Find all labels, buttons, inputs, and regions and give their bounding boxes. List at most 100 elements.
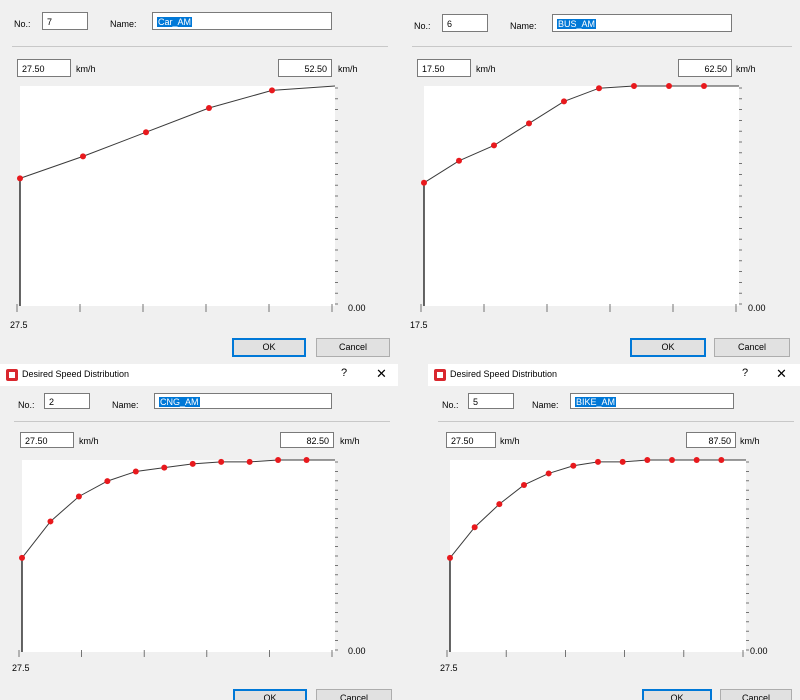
separator: [14, 421, 390, 422]
distribution-curve: [19, 85, 336, 179]
help-icon[interactable]: ?: [742, 367, 749, 379]
min-unit-label: km/h: [500, 436, 520, 446]
name-label: Name:: [532, 400, 559, 410]
min-speed-field[interactable]: 27.50: [17, 59, 71, 77]
chart-plot-area: [22, 460, 335, 652]
curve-point[interactable]: [80, 153, 86, 160]
cancel-button[interactable]: Cancel: [316, 338, 390, 357]
curve-point[interactable]: [246, 458, 253, 465]
curve-point[interactable]: [570, 462, 577, 469]
min-unit-label: km/h: [476, 64, 496, 74]
min-speed-field[interactable]: 27.50: [446, 432, 496, 448]
name-field[interactable]: BIKE_AM: [570, 393, 734, 409]
curve-point[interactable]: [526, 120, 532, 127]
dialog-title: Desired Speed Distribution: [450, 369, 558, 379]
cancel-button[interactable]: Cancel: [714, 338, 790, 357]
speed-dialog-cng: Desired Speed Distribution ? ✕ No.: 2 Na…: [0, 364, 398, 700]
close-icon[interactable]: ✕: [376, 366, 387, 381]
no-field[interactable]: 6: [442, 14, 488, 32]
y-zero-label: 0.00: [748, 303, 766, 313]
separator: [438, 421, 794, 422]
ok-button[interactable]: OK: [642, 689, 712, 700]
curve-point[interactable]: [491, 142, 497, 149]
curve-point[interactable]: [189, 460, 196, 467]
app-icon: [434, 369, 446, 381]
curve-point[interactable]: [596, 85, 602, 92]
curve-point[interactable]: [666, 83, 672, 89]
no-label: No.:: [414, 21, 431, 31]
max-speed-field[interactable]: 87.50: [686, 432, 736, 448]
curve-point[interactable]: [619, 458, 626, 465]
help-icon[interactable]: ?: [341, 367, 348, 379]
cancel-button[interactable]: Cancel: [720, 689, 792, 700]
min-unit-label: km/h: [79, 436, 99, 446]
curve-point[interactable]: [17, 175, 23, 182]
chart-plot-area: [450, 460, 746, 652]
min-speed-field[interactable]: 17.50: [417, 59, 471, 77]
min-speed-field[interactable]: 27.50: [20, 432, 74, 448]
curve-point[interactable]: [456, 157, 462, 164]
curve-point[interactable]: [631, 83, 637, 89]
panel-divider: [398, 0, 404, 365]
no-field[interactable]: 5: [468, 393, 514, 409]
name-value: Car_AM: [157, 17, 193, 27]
cancel-button[interactable]: Cancel: [316, 689, 392, 700]
min-unit-label: km/h: [76, 64, 96, 74]
curve-point[interactable]: [218, 458, 225, 465]
chart-plot-area: [20, 86, 335, 306]
curve-point[interactable]: [471, 524, 478, 531]
name-field[interactable]: Car_AM: [152, 12, 332, 30]
separator: [412, 46, 792, 47]
title-bar: Desired Speed Distribution ? ✕: [428, 364, 800, 386]
chart-plot-area: [424, 86, 739, 306]
no-field[interactable]: 2: [44, 393, 90, 409]
curve-point[interactable]: [19, 554, 25, 561]
speed-distribution-chart[interactable]: 17.5 0.00: [404, 80, 800, 340]
name-value: BUS_AM: [557, 19, 597, 29]
distribution-curve: [423, 85, 739, 184]
curve-point[interactable]: [75, 493, 82, 500]
max-speed-field[interactable]: 52.50: [278, 59, 332, 77]
curve-point[interactable]: [161, 464, 168, 471]
speed-distribution-chart[interactable]: 27.5 0.00: [0, 80, 398, 340]
curve-point[interactable]: [143, 129, 149, 136]
curve-point[interactable]: [669, 457, 675, 463]
max-speed-field[interactable]: 62.50: [678, 59, 732, 77]
curve-point[interactable]: [132, 468, 139, 475]
ok-button[interactable]: OK: [232, 338, 306, 357]
curve-point[interactable]: [595, 458, 601, 465]
max-speed-field[interactable]: 82.50: [280, 432, 334, 448]
curve-point[interactable]: [47, 518, 54, 525]
curve-point[interactable]: [303, 457, 310, 463]
curve-point[interactable]: [206, 105, 212, 111]
ok-button[interactable]: OK: [630, 338, 706, 357]
distribution-curve: [21, 459, 335, 559]
curve-point[interactable]: [447, 554, 453, 561]
curve-point[interactable]: [701, 83, 707, 89]
name-field[interactable]: CNG_AM: [154, 393, 332, 409]
name-label: Name:: [112, 400, 139, 410]
speed-distribution-chart[interactable]: 27.5 0.00: [0, 452, 398, 682]
no-field[interactable]: 7: [42, 12, 88, 30]
curve-point[interactable]: [545, 470, 552, 477]
curve-point[interactable]: [644, 457, 651, 463]
curve-point[interactable]: [561, 98, 567, 105]
y-zero-label: 0.00: [750, 646, 768, 656]
curve-point[interactable]: [693, 457, 700, 463]
curve-point[interactable]: [421, 179, 427, 186]
curve-point[interactable]: [269, 87, 275, 94]
curve-point[interactable]: [275, 457, 282, 463]
speed-dialog-car: No.: 7 Name: Car_AM 27.50 km/h 52.50 km/…: [0, 0, 398, 362]
max-unit-label: km/h: [740, 436, 760, 446]
curve-point[interactable]: [104, 478, 111, 485]
no-label: No.:: [442, 400, 459, 410]
y-zero-label: 0.00: [348, 646, 366, 656]
curve-point[interactable]: [521, 481, 527, 488]
curve-point[interactable]: [718, 457, 725, 463]
speed-distribution-chart[interactable]: 27.5 0.00: [428, 452, 800, 682]
ok-button[interactable]: OK: [233, 689, 307, 700]
max-unit-label: km/h: [338, 64, 358, 74]
name-field[interactable]: BUS_AM: [552, 14, 732, 32]
curve-point[interactable]: [496, 501, 503, 508]
close-icon[interactable]: ✕: [776, 366, 787, 381]
